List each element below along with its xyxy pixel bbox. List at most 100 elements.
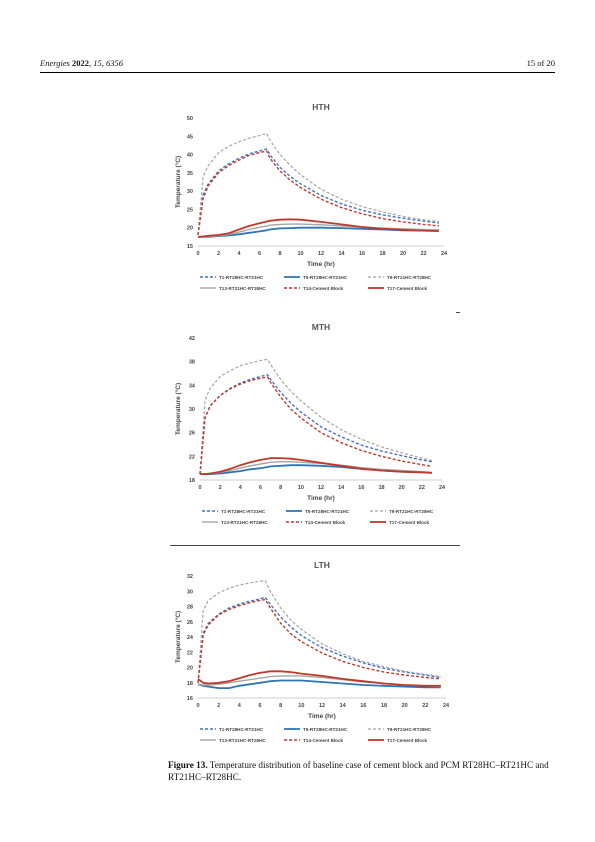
- y-tick-label: 20: [187, 666, 193, 672]
- x-tick-label: 24: [439, 485, 446, 491]
- x-tick-label: 12: [318, 485, 324, 491]
- y-tick-label: 50: [187, 116, 193, 122]
- legend-label-t17-cement-block: T17-Cement Block: [387, 286, 428, 291]
- x-tick-label: 16: [359, 251, 365, 257]
- x-tick-label: 18: [381, 703, 387, 709]
- legend-label-t5-rt28hc-rt21hc: T5-RT28HC-RT21HC: [303, 727, 348, 732]
- article-number: 6356: [106, 58, 124, 68]
- legend-label-t9-rt21hc-rt28hc: T9-RT21HC-RT28HC: [389, 509, 434, 514]
- journal-volume: 15: [93, 58, 102, 68]
- x-tick-label: 12: [319, 703, 325, 709]
- x-tick-label: 0: [196, 703, 199, 709]
- y-axis-label: Temperature (°C): [174, 156, 182, 208]
- series-line-t9-rt21hc-rt28hc: [199, 358, 433, 475]
- x-tick-label: 20: [399, 485, 405, 491]
- journal-year: 2022: [72, 58, 90, 68]
- x-tick-label: 16: [360, 703, 366, 709]
- x-tick-label: 2: [219, 485, 222, 491]
- x-tick-label: 22: [420, 251, 426, 257]
- y-tick-label: 30: [189, 407, 195, 413]
- series-line-t1-rt28hc-rt21hc: [197, 148, 439, 236]
- x-tick-label: 24: [441, 251, 448, 257]
- series-line-t1-rt28hc-rt21hc: [199, 373, 433, 475]
- x-tick-label: 2: [217, 703, 220, 709]
- x-tick-label: 20: [402, 703, 408, 709]
- x-tick-label: 16: [358, 485, 364, 491]
- x-tick-label: 6: [258, 251, 261, 257]
- y-tick-label: 18: [189, 478, 195, 484]
- x-tick-label: 8: [279, 485, 282, 491]
- header-rule: [40, 72, 555, 73]
- x-tick-label: 0: [196, 251, 199, 257]
- legend-label-t9-rt21hc-rt28hc: T9-RT21HC-RT28HC: [387, 727, 432, 732]
- panel-divider: [170, 545, 460, 546]
- x-tick-label: 6: [259, 485, 262, 491]
- y-tick-label: 28: [187, 605, 193, 611]
- y-tick-label: 25: [187, 207, 193, 213]
- x-tick-label: 0: [198, 485, 201, 491]
- legend-label-t1-rt28hc-rt21hc: T1-RT28HC-RT21HC: [219, 275, 264, 280]
- chart-title: MTH: [312, 322, 330, 332]
- y-tick-label: 30: [187, 189, 193, 195]
- series-line-t1-rt28hc-rt21hc: [197, 596, 441, 683]
- legend-label-t17-cement-block: T17-Cement Block: [387, 738, 428, 743]
- y-tick-label: 45: [187, 134, 193, 140]
- series-line-t17-cement-block: [200, 457, 432, 476]
- y-tick-label: 26: [189, 431, 195, 437]
- x-tick-label: 2: [217, 251, 220, 257]
- legend-label-t5-rt28hc-rt21hc: T5-RT28HC-RT21HC: [305, 509, 350, 514]
- chart-panel-hth: HTH 15 20 25 30 35 40 45 50 0 2 4 6 8 10 12 14 16 18 20 22 24…: [170, 96, 456, 310]
- x-axis-label: Time (hr): [308, 713, 336, 720]
- legend-label-t14-cement-block: T14-Cement Block: [303, 738, 344, 743]
- x-tick-label: 22: [422, 703, 428, 709]
- y-tick-label: 26: [187, 620, 193, 626]
- y-tick-label: 34: [189, 383, 196, 389]
- x-tick-label: 18: [378, 485, 384, 491]
- y-tick-label: 15: [187, 244, 193, 250]
- y-tick-label: 38: [189, 360, 195, 366]
- x-tick-label: 14: [338, 251, 345, 257]
- x-tick-label: 4: [237, 251, 241, 257]
- legend-label-t9-rt21hc-rt28hc: T9-RT21HC-RT28HC: [387, 275, 432, 280]
- chart-title: LTH: [314, 560, 330, 570]
- legend-label-t13-rt21hc-rt28hc: T13-RT21HC-RT28HC: [219, 738, 266, 743]
- x-tick-label: 8: [279, 703, 282, 709]
- y-tick-label: 20: [187, 226, 193, 232]
- legend-label-t1-rt28hc-rt21hc: T1-RT28HC-RT21HC: [219, 727, 264, 732]
- figure-label: Figure 13.: [168, 760, 208, 770]
- x-tick-label: 20: [400, 251, 406, 257]
- series-line-t17-cement-block: [197, 670, 441, 687]
- page-header: Energies 2022, 15, 6356 15 of 20: [40, 58, 555, 70]
- legend-label-t13-rt21hc-rt28hc: T13-RT21HC-RT28HC: [221, 520, 268, 525]
- figure-caption-text: Temperature distribution of baseline cas…: [168, 760, 549, 782]
- legend-label-t5-rt28hc-rt21hc: T5-RT28HC-RT21HC: [303, 275, 348, 280]
- page-number: 15 of 20: [526, 58, 555, 68]
- x-tick-label: 18: [379, 251, 385, 257]
- chart-title: HTH: [312, 102, 329, 112]
- x-tick-label: 4: [239, 485, 243, 491]
- series-line-t17-cement-block: [197, 218, 439, 238]
- y-tick-label: 22: [189, 454, 195, 460]
- series-line-t5-rt28hc-rt21hc: [197, 679, 441, 690]
- legend-label-t13-rt21hc-rt28hc: T13-RT21HC-RT28HC: [219, 286, 266, 291]
- series-line-t9-rt21hc-rt28hc: [197, 580, 441, 683]
- x-tick-label: 24: [443, 703, 450, 709]
- x-tick-label: 14: [340, 703, 347, 709]
- x-axis-label: Time (hr): [307, 261, 335, 268]
- x-tick-label: 6: [258, 703, 261, 709]
- y-tick-label: 35: [187, 171, 193, 177]
- y-tick-label: 42: [189, 336, 195, 342]
- series-line-t14-cement-block: [197, 150, 439, 236]
- y-tick-label: 16: [187, 696, 193, 702]
- chart-panel-lth: LTH 16 18 20 22 24 26 28 30 32 0 2 4 6 8 10 12 14 16 18 20 22…: [170, 552, 456, 750]
- y-tick-label: 40: [187, 153, 193, 159]
- figure-caption: Figure 13. Temperature distribution of b…: [168, 759, 568, 783]
- journal-citation: Energies 2022, 15, 6356: [40, 58, 124, 68]
- series-line-t14-cement-block: [199, 376, 433, 475]
- y-tick-label: 18: [187, 681, 193, 687]
- series-line-t14-cement-block: [197, 598, 441, 683]
- journal-name: Energies: [40, 58, 70, 68]
